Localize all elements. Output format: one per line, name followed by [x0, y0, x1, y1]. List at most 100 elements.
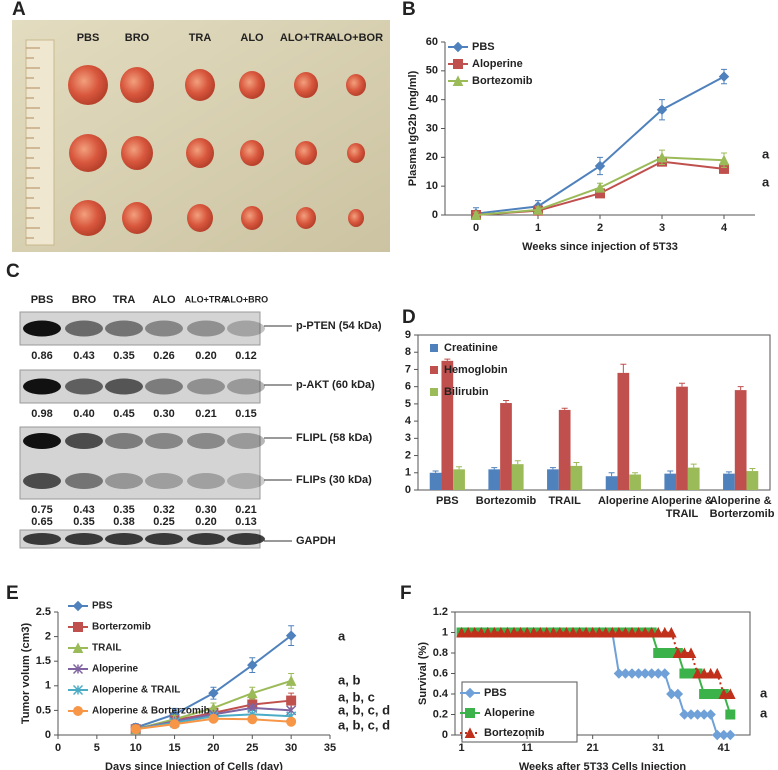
tumor — [296, 207, 316, 229]
x-tick-label: 4 — [721, 222, 728, 234]
bar — [429, 472, 442, 490]
blot-band — [187, 433, 225, 449]
bar — [500, 403, 512, 490]
blot-band — [187, 473, 225, 489]
blot-value: 0.75 — [31, 504, 52, 516]
bar — [488, 469, 501, 490]
blot-value: 0.20 — [195, 350, 216, 362]
bar — [441, 360, 454, 490]
data-point — [646, 626, 657, 638]
data-point — [659, 626, 671, 638]
lane-label: BRO — [72, 294, 97, 306]
blot-band — [65, 320, 103, 337]
error-bar — [549, 467, 556, 470]
error-bar — [620, 363, 627, 373]
blot-band — [23, 378, 61, 395]
data-point — [594, 181, 606, 193]
y-axis-title: Survival (%) — [417, 642, 429, 705]
tumor — [241, 206, 263, 230]
lane-label: PBS — [31, 294, 54, 306]
legend-label: Bilirubin — [444, 386, 489, 398]
data-point — [718, 154, 730, 166]
data-point — [672, 688, 684, 700]
tumor — [186, 138, 214, 168]
annotation: a — [762, 174, 770, 189]
tumor — [121, 136, 153, 170]
y-tick-label: 0.4 — [433, 688, 449, 700]
panel-label: F — [400, 583, 412, 604]
blot-value: 0.65 — [31, 516, 52, 528]
bar — [676, 386, 688, 490]
x-tick-label: 41 — [718, 742, 730, 754]
blot-band — [105, 533, 143, 545]
panel-label: C — [6, 261, 20, 282]
error-bar — [632, 472, 639, 475]
y-tick-label: 30 — [426, 122, 438, 134]
legend-marker — [72, 642, 84, 653]
legend-marker — [72, 663, 84, 675]
error-bar — [444, 358, 451, 361]
data-point — [462, 626, 474, 638]
data-point — [711, 667, 723, 679]
bar — [511, 464, 524, 490]
y-tick-label: 2 — [45, 631, 51, 643]
data-point — [532, 204, 544, 215]
x-tick-label: Aloperine — [597, 495, 649, 507]
panel-label: B — [402, 0, 416, 20]
y-tick-label: 20 — [426, 151, 438, 163]
legend-label: Aloperine — [484, 707, 535, 719]
y-tick-label: 5 — [405, 398, 411, 410]
blot-value: 0.35 — [113, 504, 134, 516]
x-axis-title: Weeks since injection of 5T33 — [522, 241, 678, 253]
legend-label: Aloperine — [92, 664, 139, 675]
data-point — [534, 626, 546, 638]
tumor — [348, 209, 364, 227]
data-point — [246, 687, 258, 699]
lane-label: ALO — [152, 294, 176, 306]
data-point — [672, 647, 684, 658]
blot-value: 0.35 — [73, 516, 94, 528]
error-bar — [679, 382, 685, 387]
legend-marker — [453, 59, 463, 69]
data-point — [705, 667, 716, 679]
data-point — [666, 626, 677, 638]
error-bar — [432, 470, 439, 473]
data-point — [725, 688, 736, 699]
y-tick-label: 0 — [432, 209, 438, 221]
data-point — [286, 716, 297, 727]
bar — [687, 467, 700, 490]
data-point — [633, 626, 644, 638]
data-point — [561, 626, 572, 638]
bar — [734, 390, 747, 490]
blot-band — [145, 533, 183, 545]
blot-value: 0.30 — [195, 504, 216, 516]
band-label: p-AKT (60 kDa) — [296, 379, 375, 391]
data-point — [285, 675, 297, 686]
data-point — [169, 719, 180, 730]
x-axis-title: Weeks after 5T33 Cells Injection — [519, 761, 687, 770]
bar — [723, 473, 735, 490]
plot-frame — [417, 334, 771, 491]
blot-value: 0.43 — [73, 504, 94, 516]
data-point — [626, 626, 638, 638]
blot-value: 0.21 — [195, 408, 216, 420]
bar — [453, 469, 465, 490]
data-point — [208, 713, 219, 724]
band-label: p-PTEN (54 kDa) — [296, 320, 382, 332]
data-point — [482, 626, 494, 638]
y-tick-label: 7 — [405, 363, 411, 375]
data-point — [725, 709, 736, 720]
bar — [617, 372, 630, 490]
y-tick-label: 1 — [442, 626, 448, 638]
error-bar — [749, 467, 756, 472]
blot-value: 0.25 — [153, 516, 174, 528]
x-tick-label: 0 — [55, 742, 61, 754]
legend-label: Aloperine & Borterzomib — [92, 706, 210, 717]
data-point — [600, 626, 612, 638]
data-point — [567, 626, 579, 638]
legend-swatch — [430, 388, 438, 396]
error-bar — [514, 460, 521, 465]
data-point — [718, 71, 730, 82]
legend-label: Bortezomib — [472, 75, 533, 87]
x-tick-label: 3 — [659, 222, 665, 234]
